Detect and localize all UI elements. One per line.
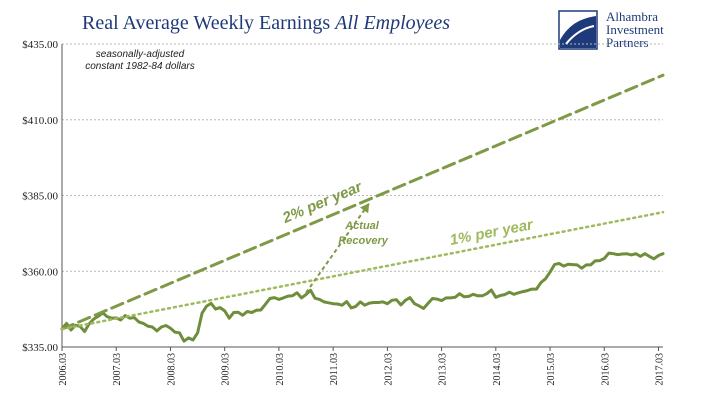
company-logo: Alhambra Investment Partners <box>558 10 698 54</box>
x-tick-label: 2013.03 <box>438 353 449 386</box>
y-tick-label: $410.00 <box>22 115 58 127</box>
logo-line1: Alhambra <box>606 9 658 24</box>
logo-line3: Partners <box>606 35 649 50</box>
trend-1pct-label: 1% per year <box>448 216 535 249</box>
chart-note: constant 1982-84 dollars <box>85 61 195 72</box>
y-tick-label: $360.00 <box>22 266 58 278</box>
actual-recovery-label: Recovery <box>338 235 388 247</box>
actual-earnings-line <box>60 251 665 343</box>
actual-recovery-label: Actual <box>344 220 380 232</box>
x-tick-label: 2011.03 <box>329 353 340 385</box>
x-tick-label: 2015.03 <box>546 353 557 386</box>
y-tick-label: $435.00 <box>22 39 58 51</box>
logo-text: Alhambra Investment Partners <box>606 10 664 49</box>
x-tick-label: 2014.03 <box>492 353 503 386</box>
x-tick-label: 2007.03 <box>112 353 123 386</box>
x-tick-label: 2012.03 <box>383 353 394 386</box>
y-tick-label: $335.00 <box>22 342 58 354</box>
x-tick-label: 2009.03 <box>221 353 232 386</box>
chart-note: seasonally-adjusted <box>96 49 185 60</box>
x-tick-label: 2006.03 <box>58 353 69 386</box>
recovery-arrow-head <box>359 203 370 214</box>
x-tick-label: 2008.03 <box>166 353 177 386</box>
title-main: Real Average Weekly Earnings <box>82 12 331 34</box>
logo-icon <box>558 10 598 50</box>
chart-title: Real Average Weekly Earnings All Employe… <box>82 12 450 35</box>
trend-2pct-line <box>60 73 665 331</box>
x-tick-label: 2010.03 <box>275 353 286 386</box>
x-tick-label: 2016.03 <box>600 353 611 386</box>
title-italic: All Employees <box>335 12 451 34</box>
y-tick-label: $385.00 <box>22 191 58 203</box>
trend-1pct-line <box>60 210 665 331</box>
x-tick-label: 2017.03 <box>654 353 665 386</box>
logo-line2: Investment <box>606 22 664 37</box>
recovery-arrow-line <box>305 202 371 294</box>
